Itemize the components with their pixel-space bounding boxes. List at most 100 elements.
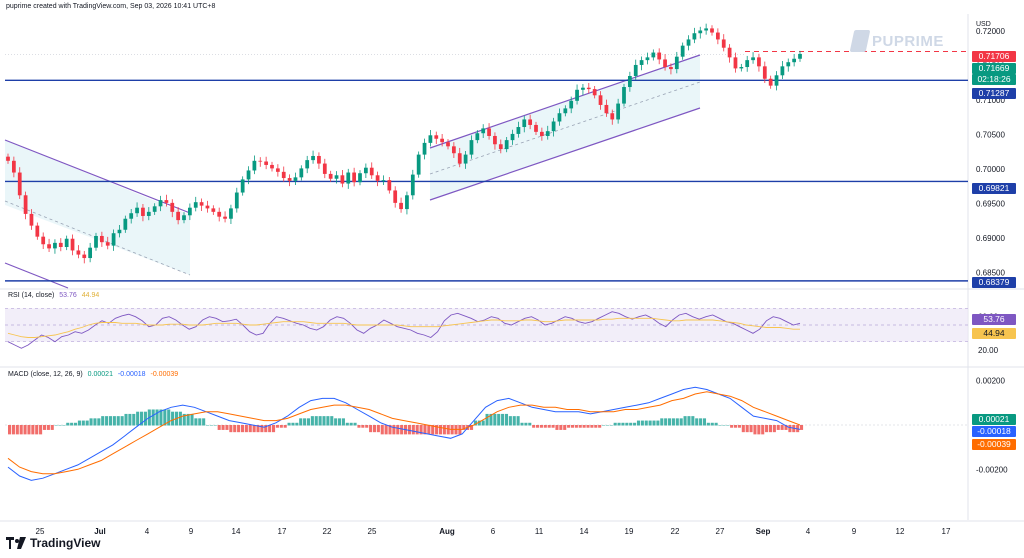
price-tick-label: 0.70500 — [976, 131, 1005, 140]
macd-histogram-bar — [369, 425, 373, 433]
candle-body — [622, 87, 626, 104]
macd-line-tag: -0.00018 — [972, 426, 1016, 437]
candle-body — [346, 172, 351, 184]
candle-body — [117, 229, 122, 234]
macd-histogram-bar — [532, 425, 536, 428]
time-tick-label: 9 — [852, 527, 857, 536]
macd-histogram-bar — [275, 425, 279, 428]
candle-body — [94, 235, 98, 248]
macd-histogram-bar — [283, 425, 287, 428]
macd-histogram-bar — [384, 425, 388, 435]
candle-body — [246, 170, 251, 180]
macd-histogram-bar — [388, 425, 392, 435]
macd-histogram-bar — [481, 420, 485, 426]
candle-body — [152, 206, 157, 212]
candle-body — [493, 135, 497, 145]
macd-histogram-bar — [287, 422, 291, 426]
time-tick-label: 9 — [189, 527, 194, 536]
macd-histogram-bar — [163, 409, 167, 426]
macd-histogram-bar — [221, 425, 225, 430]
candle-body — [528, 119, 533, 125]
time-tick-label: 6 — [491, 527, 496, 536]
macd-histogram-bar — [120, 416, 124, 426]
time-tick-label: 4 — [145, 527, 150, 536]
channel-drawings[interactable] — [4, 54, 701, 289]
macd-histogram-bar — [279, 425, 283, 428]
candle-body — [158, 200, 163, 207]
macd-histogram-bar — [547, 425, 551, 428]
macd-histogram-bar — [190, 413, 194, 426]
macd-histogram-bar — [112, 416, 116, 426]
macd-histogram-bar — [50, 425, 54, 430]
candle-body — [305, 160, 310, 169]
time-axis[interactable]: 25 Jul 4 9 14 17 22 25 Aug 6 11 14 19 22 27 Sep 4 9 12 17 — [36, 527, 951, 536]
macd-tick-label: 0.00200 — [976, 377, 1005, 386]
candle-body — [258, 160, 263, 162]
price-tick-label: 0.72000 — [976, 27, 1005, 36]
macd-histogram-bar — [605, 425, 609, 426]
candle-body — [322, 163, 327, 174]
macd-histogram-bar — [167, 409, 171, 426]
macd-histogram-bar — [543, 425, 547, 428]
candle-body — [11, 160, 16, 173]
background-layer — [0, 14, 1024, 522]
candle-body — [498, 144, 503, 150]
chart-caption: puprime created with TradingView.com, Se… — [6, 3, 216, 10]
macd-histogram-bar — [244, 425, 248, 433]
candle-body — [727, 47, 732, 58]
candle-body — [645, 57, 650, 61]
candle-body — [762, 66, 767, 79]
candle-body — [275, 168, 280, 172]
macd-hist-value: 0.00021 — [87, 371, 113, 378]
macd-histogram-bar — [574, 425, 578, 428]
macd-histogram-bar — [629, 422, 633, 426]
candle-body — [193, 202, 198, 208]
macd-histogram-bar — [695, 418, 699, 426]
time-tick-label: 25 — [368, 527, 377, 536]
macd-histogram-bar — [772, 425, 776, 433]
macd-histogram-bar — [256, 425, 260, 433]
macd-histogram-bar — [101, 416, 105, 426]
candle-body — [792, 58, 797, 63]
candle-body — [674, 56, 679, 70]
macd-histogram-bar — [77, 420, 81, 426]
macd-histogram-bar — [392, 425, 396, 435]
macd-histogram-bar — [512, 416, 516, 426]
candle-body — [234, 192, 239, 209]
candle-body — [176, 211, 181, 221]
macd-histogram-bar — [349, 422, 353, 426]
macd-histogram-bar — [714, 422, 718, 426]
macd-hist-tag: 0.00021 — [972, 414, 1016, 425]
macd-histogram-bar — [264, 425, 268, 433]
macd-histogram-bar — [27, 425, 31, 435]
macd-legend[interactable]: MACD (close, 12, 26, 9) 0.00021 -0.00018… — [8, 371, 181, 378]
macd-histogram-bar — [400, 425, 404, 435]
macd-histogram-bar — [493, 413, 497, 426]
macd-histogram-bar — [171, 411, 175, 426]
candle-body — [733, 57, 738, 69]
macd-line-value: -0.00018 — [117, 371, 146, 378]
candle-body — [187, 207, 192, 216]
rsi-legend[interactable]: RSI (14, close) 53.76 44.94 — [8, 292, 102, 299]
tradingview-icon — [6, 537, 26, 549]
candle-body — [581, 87, 585, 90]
tradingview-logo[interactable]: TradingView — [6, 536, 100, 550]
candle-body — [715, 32, 720, 40]
macd-histogram-bar — [361, 425, 365, 428]
macd-tick-label: -0.00200 — [976, 465, 1008, 474]
candle-body — [721, 39, 726, 48]
macd-histogram-bar — [326, 416, 330, 426]
macd-histogram-bar — [143, 411, 147, 426]
rsi-ma-line — [7, 317, 800, 338]
macd-histogram-bar — [182, 413, 186, 426]
time-tick-label: 4 — [806, 527, 811, 536]
candle-body — [264, 161, 269, 165]
candle-body — [317, 155, 321, 164]
rsi-tick-label: 20.00 — [978, 346, 999, 355]
macd-histogram-bar — [380, 425, 384, 435]
candle-body — [141, 207, 145, 216]
candle-body — [592, 89, 597, 96]
candle-body — [99, 235, 104, 243]
macd-histogram-bar — [132, 413, 136, 426]
